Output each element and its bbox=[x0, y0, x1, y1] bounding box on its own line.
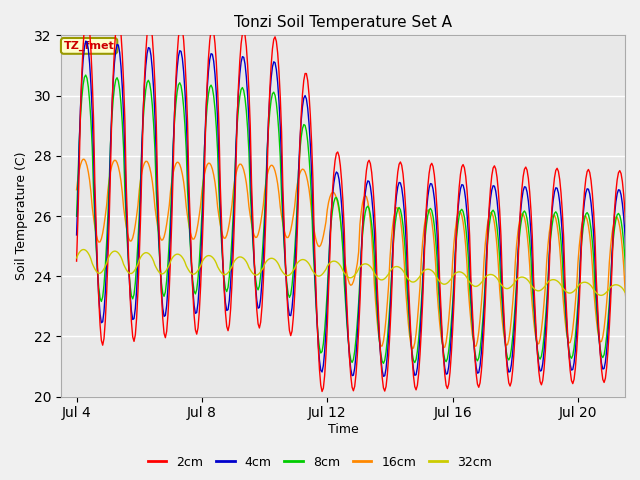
Text: TZ_fmet: TZ_fmet bbox=[64, 41, 115, 51]
Y-axis label: Soil Temperature (C): Soil Temperature (C) bbox=[15, 152, 28, 280]
Legend: 2cm, 4cm, 8cm, 16cm, 32cm: 2cm, 4cm, 8cm, 16cm, 32cm bbox=[143, 451, 497, 474]
Title: Tonzi Soil Temperature Set A: Tonzi Soil Temperature Set A bbox=[234, 15, 452, 30]
X-axis label: Time: Time bbox=[328, 423, 358, 436]
